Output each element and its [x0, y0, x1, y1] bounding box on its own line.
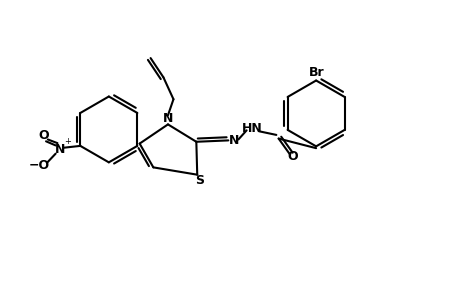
Text: +: + — [64, 137, 71, 146]
Text: O: O — [286, 150, 297, 164]
Text: N: N — [162, 112, 173, 125]
Text: N: N — [228, 134, 239, 147]
Text: Br: Br — [308, 66, 324, 79]
Text: S: S — [195, 174, 204, 187]
Text: −O: −O — [28, 159, 50, 172]
Text: HN: HN — [241, 122, 262, 135]
Text: N: N — [55, 143, 65, 156]
Text: O: O — [39, 129, 49, 142]
